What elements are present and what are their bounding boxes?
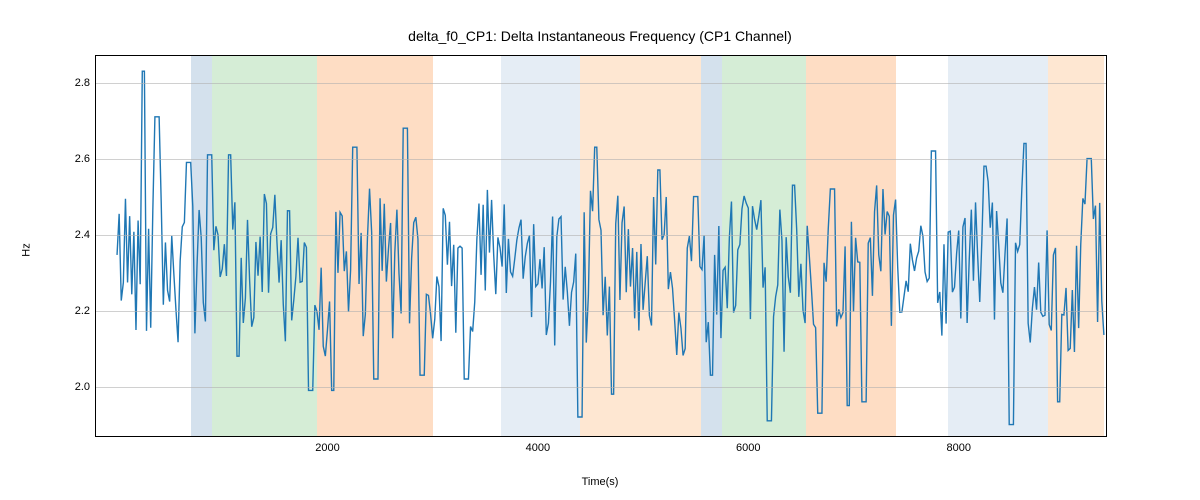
x-tick-label: 4000 <box>526 436 550 454</box>
grid-line <box>96 159 1106 160</box>
y-tick-label: 2.0 <box>75 381 96 393</box>
grid-line <box>96 235 1106 236</box>
grid-line <box>96 311 1106 312</box>
line-series <box>96 56 1106 436</box>
grid-line <box>96 387 1106 388</box>
y-tick-label: 2.6 <box>75 153 96 165</box>
y-tick-label: 2.8 <box>75 77 96 89</box>
x-axis-label: Time(s) <box>0 476 1200 488</box>
x-tick-label: 8000 <box>946 436 970 454</box>
y-tick-label: 2.2 <box>75 305 96 317</box>
y-tick-label: 2.4 <box>75 229 96 241</box>
plot-area: 2.02.22.42.62.82000400060008000 <box>95 55 1107 437</box>
x-tick-label: 2000 <box>315 436 339 454</box>
chart-title: delta_f0_CP1: Delta Instantaneous Freque… <box>0 28 1200 44</box>
x-tick-label: 6000 <box>736 436 760 454</box>
series-line <box>117 71 1104 424</box>
y-axis-label: Hz <box>21 243 33 256</box>
grid-line <box>96 83 1106 84</box>
figure: delta_f0_CP1: Delta Instantaneous Freque… <box>0 0 1200 500</box>
